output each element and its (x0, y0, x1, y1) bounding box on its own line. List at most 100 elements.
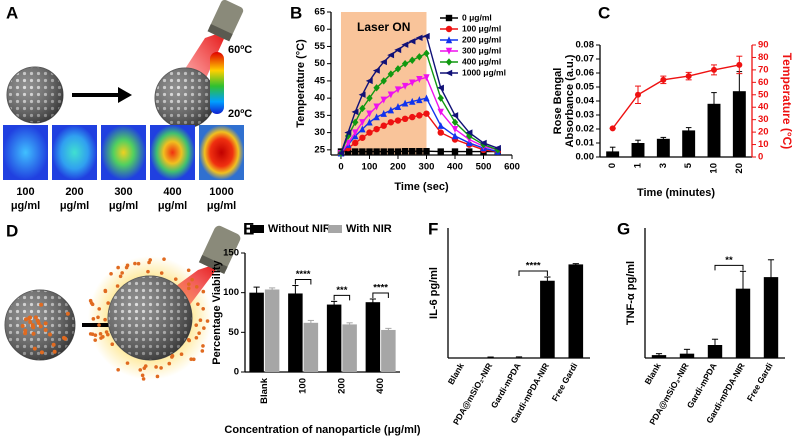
point (358, 91, 366, 98)
point (372, 67, 380, 74)
decoration-dot (170, 354, 175, 358)
x-tick-label: 600 (504, 162, 520, 173)
heatmap-label: 200 (65, 186, 83, 198)
point (409, 56, 416, 64)
decoration-dot (200, 349, 205, 353)
decoration-dot (38, 324, 43, 329)
error-bar (767, 259, 775, 295)
y2-tick-label: 0 (758, 152, 763, 163)
point (394, 103, 402, 110)
point (380, 109, 387, 117)
error-bar (572, 263, 579, 266)
y-tick-label: 0.03 (576, 110, 595, 121)
x-tick-label: Free Gardi (745, 361, 775, 403)
point (451, 132, 459, 140)
point (416, 112, 423, 119)
bar (381, 329, 396, 372)
point (736, 61, 743, 68)
point (401, 82, 409, 90)
point (394, 86, 402, 94)
significance-bracket (518, 270, 548, 277)
series-line (340, 76, 498, 154)
point (401, 99, 409, 107)
point (366, 148, 373, 155)
decoration-dot (120, 271, 124, 275)
point (445, 47, 453, 55)
decoration-dot (23, 331, 28, 336)
point (451, 118, 459, 126)
y-axis-label: Absorbance (a.u.) (564, 54, 576, 147)
scale-max: 60ºC (228, 44, 252, 56)
point (445, 58, 453, 66)
point (416, 53, 423, 61)
point (359, 104, 366, 113)
panel-letter: F (428, 219, 438, 238)
point (365, 77, 373, 85)
point (408, 38, 416, 45)
decoration-dot (148, 258, 153, 262)
point (416, 148, 423, 155)
significance-bracket (714, 264, 744, 271)
point (451, 125, 459, 133)
point (451, 112, 459, 119)
y-tick-label: 0 (234, 367, 239, 378)
x-tick-label: 1 (633, 162, 644, 168)
point (465, 129, 473, 136)
error-bar (609, 146, 616, 156)
bar (288, 293, 303, 372)
x-tick-label: Blank (642, 361, 662, 386)
point (401, 41, 409, 48)
legend-swatch (328, 225, 342, 233)
heatmap-label: μg/ml (60, 200, 89, 212)
point (373, 84, 380, 92)
decoration-dot (159, 271, 164, 275)
y-tick-label: 0.00 (576, 152, 595, 163)
error-bar (711, 338, 719, 351)
decoration-dot (187, 338, 192, 343)
decoration-dot (103, 288, 108, 293)
error-bar (711, 92, 717, 115)
point (366, 129, 373, 136)
point (359, 134, 366, 141)
point (380, 148, 387, 155)
decoration-dot (202, 326, 206, 330)
error-bar (487, 356, 494, 358)
error-bar (660, 136, 667, 141)
point (373, 148, 380, 155)
x-tick-label: Blank (446, 361, 466, 386)
y-tick-label: 0.04 (576, 96, 595, 107)
significance-label: ** (725, 255, 733, 266)
x-tick-label: 500 (476, 162, 492, 173)
y2-tick-label: 20 (758, 127, 769, 138)
panel-a-illustration (3, 0, 244, 180)
x-tick-label: 400 (447, 162, 463, 173)
bar (303, 322, 319, 372)
decoration-dot (106, 332, 110, 337)
decoration-dot (189, 357, 193, 362)
y-tick-label: 0.01 (576, 138, 595, 149)
decoration-dot (93, 333, 98, 338)
x-tick-label: 100 (362, 162, 378, 173)
y-tick-label: 0.05 (576, 82, 595, 93)
point (423, 49, 430, 58)
bar (342, 324, 357, 372)
point (373, 103, 380, 111)
decoration-dot (47, 332, 52, 337)
decoration-dot (116, 265, 120, 270)
point (352, 139, 359, 147)
error-bar (515, 356, 523, 358)
scale-min: 20ºC (228, 108, 252, 120)
bar (735, 288, 751, 358)
decoration-dot (31, 331, 36, 336)
y-tick-label: 50 (314, 58, 325, 69)
y2-tick-label: 30 (758, 114, 769, 125)
decoration-dot (109, 271, 113, 276)
decoration-dot (141, 377, 146, 381)
legend-label: 1000 μg/ml (462, 67, 506, 77)
bar (763, 277, 779, 358)
y2-tick-label: 70 (758, 64, 769, 75)
heatmap-label: 1000 (209, 186, 233, 198)
significance-bracket (333, 294, 351, 301)
decoration-dot (43, 328, 48, 333)
